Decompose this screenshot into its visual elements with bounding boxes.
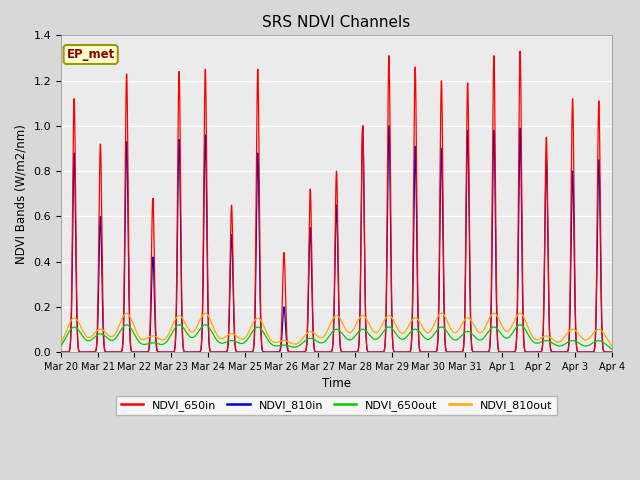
Legend: NDVI_650in, NDVI_810in, NDVI_650out, NDVI_810out: NDVI_650in, NDVI_810in, NDVI_650out, NDV… (116, 396, 557, 416)
Title: SRS NDVI Channels: SRS NDVI Channels (262, 15, 411, 30)
X-axis label: Time: Time (322, 377, 351, 390)
Y-axis label: NDVI Bands (W/m2/nm): NDVI Bands (W/m2/nm) (15, 124, 28, 264)
Text: EP_met: EP_met (67, 48, 115, 61)
